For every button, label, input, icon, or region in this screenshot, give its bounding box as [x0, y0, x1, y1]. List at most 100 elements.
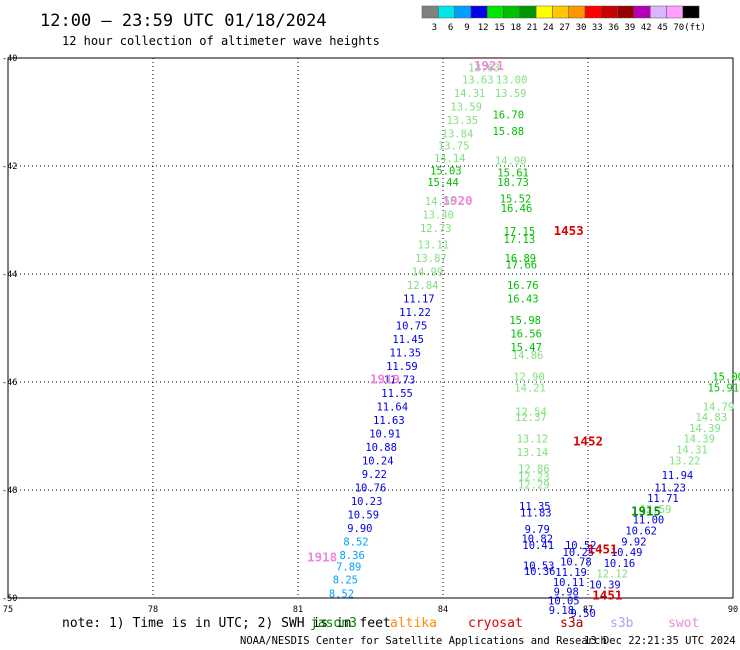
- satellite-legend-s3b: s3b: [610, 616, 634, 631]
- wave-height-value: 12.86: [518, 463, 550, 475]
- wave-height-value: 14.99: [412, 266, 444, 278]
- color-scale-label: 70: [673, 23, 684, 33]
- note-text: note: 1) Time is in UTC; 2) SWH is in fe…: [62, 616, 391, 631]
- wave-height-value: 10.82: [521, 534, 553, 546]
- x-tick-label: 90: [728, 605, 738, 615]
- color-scale-label: 42: [641, 23, 652, 33]
- pass-label: 1918: [307, 550, 337, 565]
- wave-height-value: 8.25: [333, 575, 358, 587]
- wave-height-value: 13.11: [418, 239, 450, 251]
- wave-height-value: 8.52: [343, 536, 368, 548]
- wave-height-value: 15.91: [708, 382, 740, 394]
- wave-height-value: 15.52: [500, 193, 532, 205]
- x-tick-label: 84: [438, 605, 448, 615]
- wave-height-value: 13.35: [447, 115, 479, 127]
- wave-height-value: 14.31: [454, 88, 486, 100]
- wave-height-value: 14.83: [695, 412, 727, 424]
- wave-height-value: 10.23: [351, 496, 383, 508]
- y-tick-label: -40: [2, 54, 17, 64]
- wave-height-value: 16.70: [492, 110, 524, 122]
- color-scale-label: 15: [494, 23, 505, 33]
- pass-label: 1921: [474, 58, 504, 73]
- footer-center: NOAA/NESDIS Center for Satellite Applica…: [240, 635, 607, 647]
- wave-height-value: 10.53: [523, 561, 555, 573]
- plot-frame: [7, 57, 734, 599]
- wave-height-value: 11.64: [376, 401, 408, 413]
- wave-height-value: 11.94: [662, 470, 694, 482]
- wave-height-value: 10.76: [355, 482, 387, 494]
- color-swatch: [519, 5, 537, 19]
- color-scale-label: 30: [576, 23, 587, 33]
- wave-height-value: 16.89: [505, 253, 537, 265]
- wave-height-value: 14.14: [434, 153, 466, 165]
- wave-height-value: 14.21: [514, 382, 546, 394]
- color-swatch: [438, 5, 455, 19]
- color-swatch: [470, 5, 488, 19]
- wave-height-value: 14.90: [495, 156, 527, 168]
- satellite-legend-s3a: s3a: [560, 616, 583, 631]
- wave-height-value: 16.43: [507, 293, 539, 305]
- color-swatch: [421, 5, 439, 19]
- wave-height-value: 10.11: [553, 577, 585, 589]
- wave-height-value: 9.92: [621, 536, 646, 548]
- wave-height-value: 10.41: [522, 540, 554, 552]
- wave-height-value: 15.00: [712, 372, 740, 384]
- wave-height-value: 10.62: [625, 526, 657, 538]
- chart-subtitle: 12 hour collection of altimeter wave hei…: [62, 34, 380, 48]
- wave-height-value: 9.98: [554, 587, 579, 599]
- grid: [8, 58, 733, 598]
- color-scale-label: (ft): [684, 23, 706, 33]
- wave-height-value: 10.59: [347, 509, 379, 521]
- wave-height-value: 10.52: [565, 540, 597, 552]
- wave-height-value: 17.13: [504, 234, 536, 246]
- wave-height-value: 11.59: [386, 361, 418, 373]
- wave-height-value: 11.55: [381, 388, 413, 400]
- wave-height-value: 13.63: [468, 63, 500, 75]
- pass-label: 1919: [370, 371, 400, 386]
- satellite-legend-cryosat: cryosat: [468, 616, 523, 631]
- wave-height-value: 9.90: [347, 523, 372, 535]
- wave-height-value: 14.31: [676, 445, 708, 457]
- wave-height-value: 12.37: [515, 412, 547, 424]
- color-scale-label: 18: [510, 23, 521, 33]
- x-tick-label: 81: [293, 605, 303, 615]
- x-tick-label: 78: [148, 605, 158, 615]
- wave-height-value: 18.73: [497, 177, 529, 189]
- wave-height-value: 10.36: [524, 566, 556, 578]
- wave-height-value: 15.44: [427, 177, 459, 189]
- wave-height-value: 10.05: [548, 596, 580, 608]
- x-tick-label: 75: [3, 605, 13, 615]
- y-tick-label: -48: [2, 486, 17, 496]
- wave-height-value: 9.50: [571, 608, 596, 620]
- wave-height-value: 11.23: [654, 482, 686, 494]
- wave-height-value: 11.45: [392, 334, 424, 346]
- wave-height-value: 11.71: [647, 493, 679, 505]
- color-swatch: [552, 5, 569, 19]
- y-tick-label: -44: [2, 270, 17, 280]
- y-tick-label: -50: [2, 594, 17, 604]
- pass-label: 1920: [442, 193, 472, 208]
- wave-height-value: 14.79: [703, 401, 735, 413]
- color-scale-label: 45: [657, 23, 668, 33]
- wave-height-value: 13.22: [669, 455, 701, 467]
- wave-height-value: 13.40: [422, 210, 454, 222]
- x-tick-label: 87: [583, 605, 593, 615]
- wave-height-value: 16.46: [501, 203, 533, 215]
- wave-height-value: 13.84: [442, 129, 474, 141]
- wave-height-value: 12.12: [596, 569, 628, 581]
- wave-height-value: 9.79: [525, 524, 550, 536]
- wave-height-value: 10.88: [365, 442, 397, 454]
- wave-height-value: 13.75: [438, 140, 470, 152]
- wave-height-value: 12.54: [515, 407, 547, 419]
- color-swatch: [601, 5, 618, 19]
- wave-height-value: 15.61: [497, 167, 529, 179]
- chart-title: 12:00 — 23:59 UTC 01/18/2024: [40, 11, 327, 31]
- wave-height-value: 15.03: [430, 165, 462, 177]
- wave-height-value: 11.35: [389, 347, 421, 359]
- color-scale-label: 9: [464, 23, 469, 33]
- wave-height-value: 11.00: [633, 515, 665, 527]
- wave-height-value: 13.59: [495, 88, 527, 100]
- wave-height-value: 15.88: [492, 126, 524, 138]
- pass-labels: 1921 1920 1919 1918 1453 1452 1451 1451 1915: [307, 58, 661, 602]
- pass-label: 1452: [573, 433, 603, 448]
